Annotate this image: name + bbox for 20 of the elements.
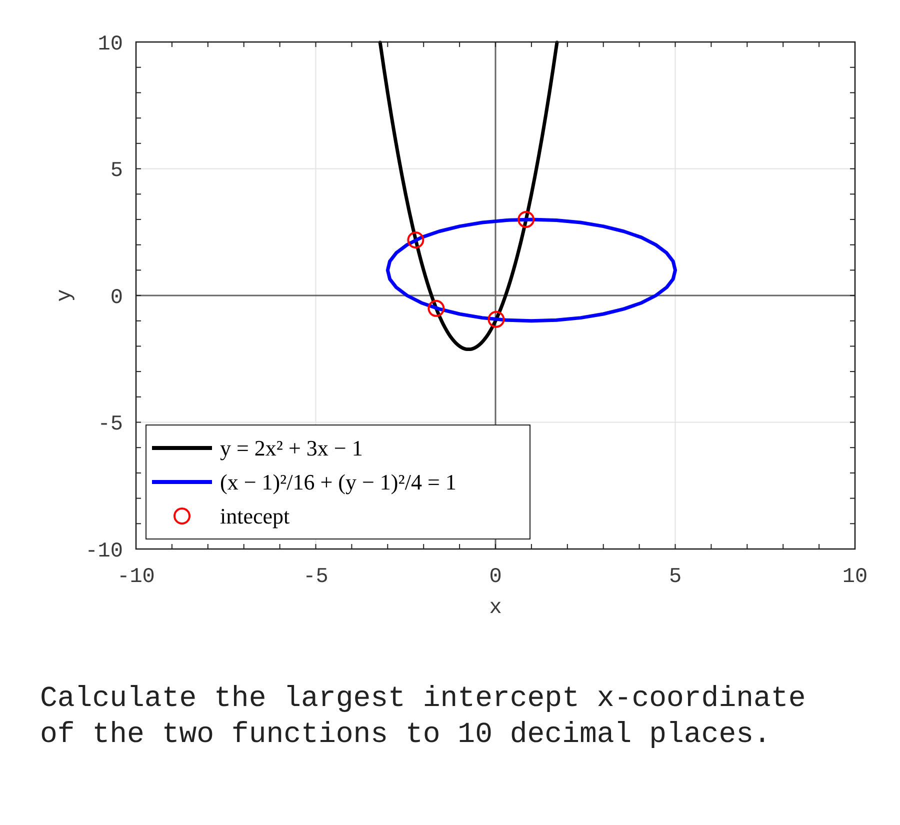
y-tick-label: -5 <box>98 414 123 437</box>
text: Calculate the largest intercept x-coordinate of the two functions to 10 decimal places. <box>40 682 806 751</box>
x-tick-label: 5 <box>668 566 682 589</box>
x-tick-label: -5 <box>303 566 328 589</box>
y-tick-label: -10 <box>85 540 123 564</box>
y-tick-label: 0 <box>110 286 123 310</box>
y-tick-label: 10 <box>98 33 123 56</box>
point <box>428 300 445 317</box>
legend-label: intecept <box>220 504 290 529</box>
y-axis-title: y <box>54 289 77 302</box>
point <box>407 231 424 248</box>
point <box>488 310 505 328</box>
y-tick-label: 5 <box>110 160 123 184</box>
line-series <box>378 40 559 351</box>
legend-label: (x − 1)²/16 + (y − 1)²/4 = 1 <box>220 470 456 495</box>
x-axis-title: x <box>489 597 502 620</box>
x-tick-label: 10 <box>842 566 868 589</box>
x-tick-label: 0 <box>489 566 502 589</box>
legend-label: y = 2x² + 3x − 1 <box>220 436 363 461</box>
point <box>518 210 535 228</box>
